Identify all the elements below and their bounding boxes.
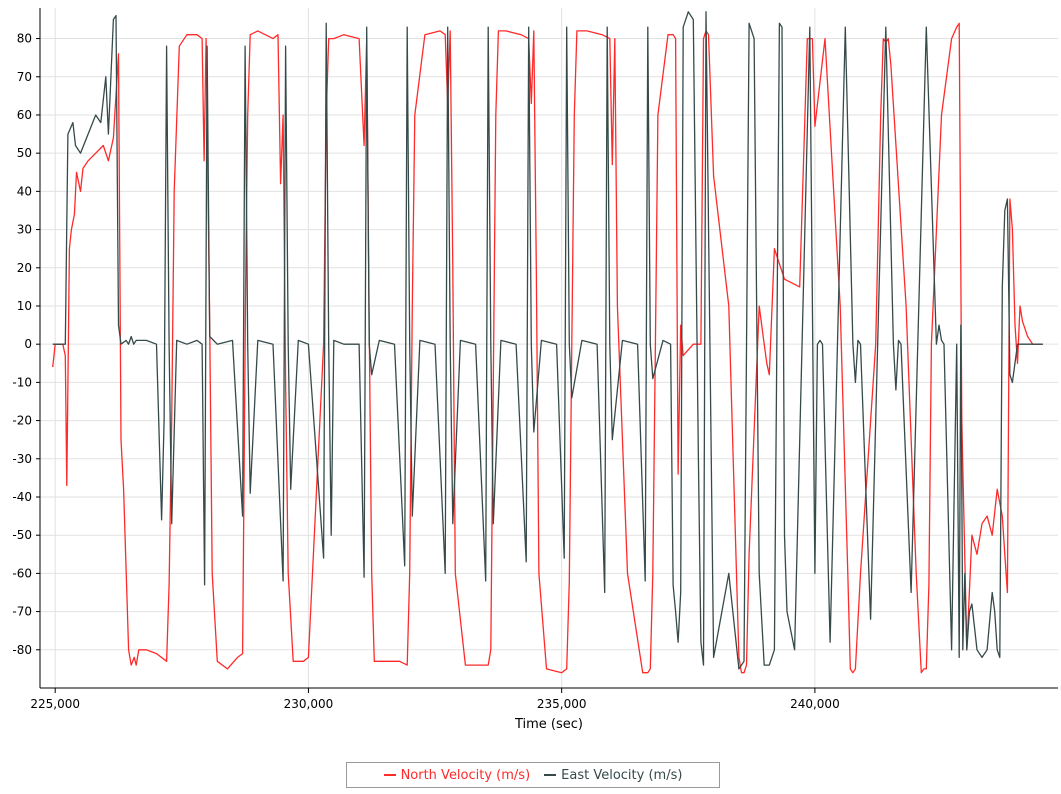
legend-item-north[interactable]: North Velocity (m/s) [383, 767, 531, 783]
legend: North Velocity (m/s) East Velocity (m/s) [346, 762, 720, 788]
y-tick-label: 20 [17, 261, 32, 275]
x-axis-title: Time (sec) [514, 717, 583, 732]
x-tick-label: 240,000 [790, 697, 840, 711]
legend-label-east: East Velocity (m/s) [561, 767, 683, 783]
north-velocity-line [52, 22, 1043, 674]
y-tick-label: 80 [17, 32, 32, 46]
legend-label-north: North Velocity (m/s) [400, 767, 531, 783]
legend-swatch-north [383, 774, 396, 776]
y-tick-label: -80 [12, 643, 32, 657]
y-tick-label: 60 [17, 108, 32, 122]
y-tick-label: -60 [12, 566, 32, 580]
y-tick-label: -40 [12, 490, 32, 504]
y-tick-label: 30 [17, 223, 32, 237]
series-lines [52, 11, 1043, 674]
y-tick-label: -10 [12, 375, 32, 389]
x-tick-labels: 225,000 230,000 235,000 240,000 [30, 697, 839, 711]
east-velocity-line [52, 11, 1043, 670]
y-tick-label: 50 [17, 146, 32, 160]
x-tick-label: 235,000 [537, 697, 587, 711]
axes [36, 8, 1058, 693]
y-tick-label: -30 [12, 452, 32, 466]
y-tick-label: 70 [17, 70, 32, 84]
y-tick-label: -70 [12, 605, 32, 619]
x-tick-label: 230,000 [284, 697, 334, 711]
legend-swatch-east [544, 774, 557, 776]
y-tick-labels: 80 70 60 50 40 30 20 10 0 -10 -20 -30 -40 -50 -60 -70 -8… [12, 32, 32, 657]
y-tick-label: 40 [17, 184, 32, 198]
x-tick-label: 225,000 [30, 697, 80, 711]
y-tick-label: -50 [12, 528, 32, 542]
legend-item-east[interactable]: East Velocity (m/s) [544, 768, 682, 783]
grid-lines [40, 8, 1058, 688]
y-tick-label: 0 [24, 337, 32, 351]
y-tick-label: 10 [17, 299, 32, 313]
y-tick-label: -20 [12, 414, 32, 428]
